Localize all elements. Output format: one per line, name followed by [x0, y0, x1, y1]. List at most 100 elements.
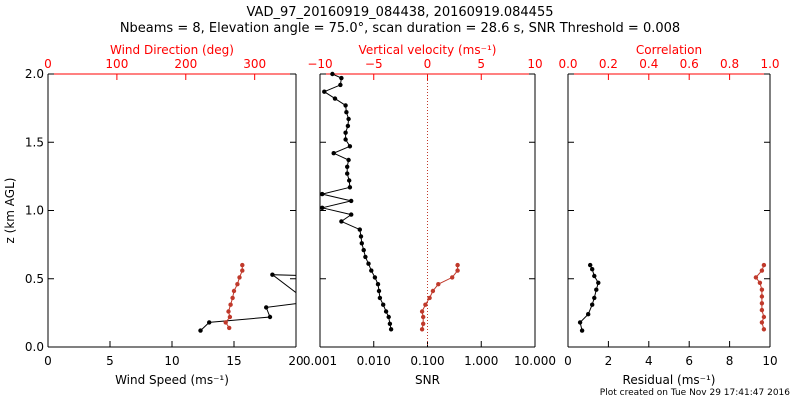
panel-snr-bottom-data-point — [361, 247, 366, 253]
panel-snr-bottom-data-point — [359, 241, 364, 246]
panel-snr-bottom-data-point — [357, 227, 362, 232]
panel-snr-bottom-data-point — [332, 96, 338, 101]
panel-snr-top-data-point — [450, 275, 455, 280]
panel-residual-bottom-data-point — [596, 280, 601, 285]
panel-residual-bottom-data-point — [586, 312, 591, 317]
top-tick-label: −5 — [365, 57, 383, 71]
panel-snr-bottom-data-point — [349, 198, 354, 204]
panel-wind-top-data-point — [226, 309, 231, 314]
panel-residual-top-data-point — [757, 280, 763, 285]
y-tick-label: 1.0 — [25, 204, 44, 218]
bottom-tick-label: 4 — [645, 354, 653, 368]
panel-wind-top-data-point — [228, 302, 233, 307]
panel-snr: 0.001 0.010 0.100 1.000 10.000 SNR −10 −5 0 5 10 Ve… — [303, 43, 556, 387]
panel-wind-top-data-point — [237, 275, 242, 280]
top-tick-label: 10 — [527, 57, 542, 71]
panel-snr-bottom-data-point — [346, 157, 351, 163]
panel-wind-top-data-point — [240, 262, 245, 268]
top-tick-label: 0.4 — [639, 57, 658, 71]
panel-snr-bottom-data-point — [345, 123, 351, 129]
panel-snr-top-data-point — [427, 295, 432, 301]
panel-snr-top-axis-label: Vertical velocity (ms⁻¹) — [359, 43, 497, 57]
panel-residual-top-data-point — [761, 327, 767, 332]
panel-snr-bottom-data-point — [347, 178, 352, 183]
panel-snr-bottom-data-point — [369, 268, 374, 273]
panel-residual-bottom-data-point — [579, 328, 585, 333]
top-tick-label: 0 — [424, 57, 432, 71]
figure-title-line1: VAD_97_20160919_084438, 20160919.084455 — [247, 5, 554, 20]
top-tick-label: 0 — [44, 57, 52, 71]
panel-snr-bottom-axis-label: SNR — [415, 373, 440, 387]
top-tick-label: 1.0 — [760, 57, 779, 71]
bottom-tick-label: 5 — [106, 354, 114, 368]
panel-snr-bottom-data-point — [344, 110, 349, 115]
panel-snr-bottom-data-point — [388, 327, 394, 332]
panel-snr-bottom-data-point — [346, 116, 351, 122]
bottom-tick-label: 10 — [762, 354, 777, 368]
panel-wind-bottom-data-point — [264, 305, 269, 310]
bottom-tick-label: 2 — [605, 354, 613, 368]
panel-snr-bottom-data-point — [358, 234, 364, 239]
y-tick-label: 2.0 — [25, 67, 44, 81]
panel-wind-top-data-point — [227, 314, 233, 320]
panel-snr-bottom-data-point — [338, 82, 343, 88]
bottom-tick-label: 8 — [726, 354, 734, 368]
bottom-tick-label: 10.000 — [514, 354, 556, 368]
top-tick-label: 0.2 — [599, 57, 618, 71]
panel-residual-bottom-data-point — [588, 262, 593, 268]
panel-snr-bottom-data-point — [320, 205, 325, 210]
panel-snr-top-data-point — [419, 309, 425, 314]
panel-residual-bottom-data-point — [592, 295, 597, 301]
panel-wind-top-data-point — [231, 288, 237, 294]
panel-snr-bottom-data-point — [343, 103, 348, 108]
panel-snr-top-data-point — [421, 321, 426, 326]
top-tick-label: 100 — [105, 57, 128, 71]
panel-snr-top-data-point — [423, 302, 428, 307]
panel-snr-bottom-data-point — [322, 89, 327, 94]
panel-snr-bottom-data-point — [377, 295, 383, 301]
panel-residual-bottom-data-point — [577, 320, 583, 325]
panel-snr-bottom-data-point — [372, 275, 378, 280]
figure-title-line2: Nbeams = 8, Elevation angle = 75.0°, sca… — [120, 21, 680, 36]
top-tick-label: 300 — [243, 57, 266, 71]
top-tick-label: 0.8 — [720, 57, 739, 71]
panel-residual-bottom-data-point — [590, 267, 595, 272]
panel-residual-top-data-point — [761, 262, 767, 268]
y-axis-label: z (km AGL) — [3, 178, 17, 244]
panel-wind-bottom-data-point — [270, 272, 275, 277]
panel-wind-top-data-point — [240, 268, 245, 273]
panel-snr-bottom-data-point — [339, 75, 344, 81]
panel-snr-bottom-data-point — [339, 219, 344, 224]
panel-residual-top-data-point — [759, 320, 765, 325]
panel-snr-bottom-data-point — [375, 282, 381, 287]
bottom-tick-label: 1.000 — [464, 354, 498, 368]
top-tick-label: 200 — [174, 57, 197, 71]
bottom-tick-label: 20 — [288, 354, 303, 368]
panel-snr-top-data-point — [455, 268, 460, 273]
panel-residual-bottom-axis-label: Residual (ms⁻¹) — [623, 373, 716, 387]
panel-snr-top-data-point — [421, 314, 426, 320]
panel-snr-bottom-data-point — [381, 302, 386, 307]
plot-credit: Plot created on Tue Nov 29 17:41:47 2016 — [600, 388, 790, 398]
panel-residual-top-data-point — [761, 314, 767, 320]
y-tick-label: 0.0 — [25, 340, 44, 354]
panel-snr-bottom-data-point — [330, 71, 335, 77]
y-tick-label: 1.5 — [25, 135, 44, 149]
panel-residual: 0 2 4 6 8 10 Residual (ms⁻¹) 0.0 0.2 0.4 0.6 0.8 1.0… — [558, 43, 779, 387]
panel-snr-bottom-data-point — [347, 144, 353, 149]
bottom-tick-label: 10 — [164, 354, 179, 368]
panel-wind-top-data-point — [235, 282, 240, 287]
panel-wind-bottom-axis-label: Wind Speed (ms⁻¹) — [115, 373, 229, 387]
bottom-tick-label: 0.010 — [357, 354, 391, 368]
bottom-tick-label: 0 — [44, 354, 52, 368]
top-tick-label: 0.0 — [558, 57, 577, 71]
panel-snr-top-data-point — [436, 282, 441, 287]
panel-wind-bottom-data-point — [198, 328, 203, 333]
panel-snr-bottom-data-point — [366, 261, 371, 266]
panel-snr-bottom-data-point — [376, 288, 382, 294]
panel-residual-top-data-point — [753, 275, 759, 280]
panel-residual-bottom-series-line — [579, 264, 599, 331]
